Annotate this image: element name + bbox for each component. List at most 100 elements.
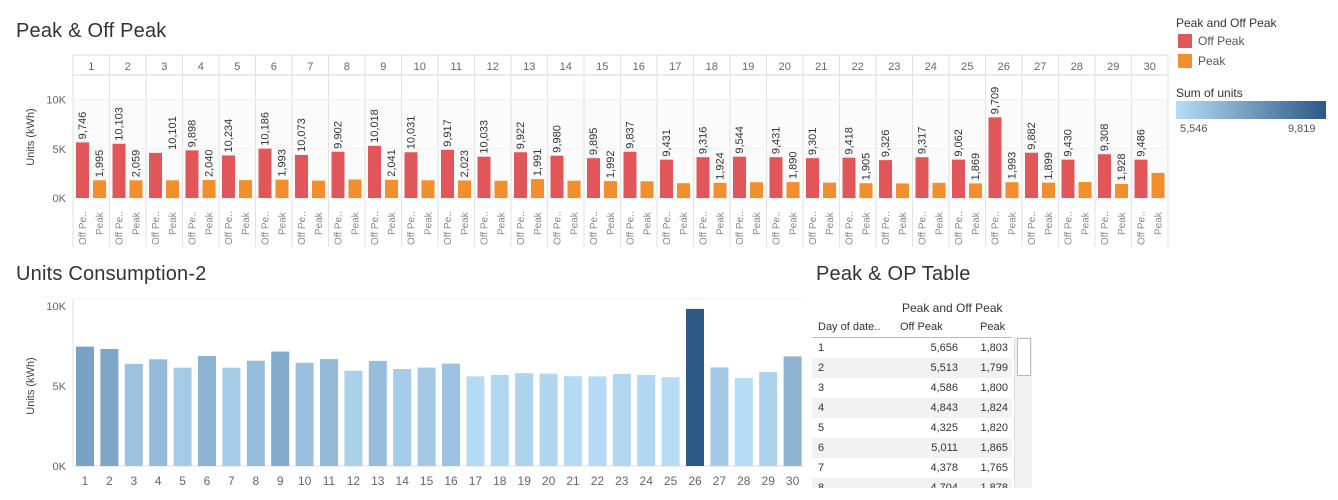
off-peak-category-label: Off Pe.. — [772, 211, 783, 245]
off-peak-bar — [112, 143, 126, 198]
off-peak-bar — [660, 159, 673, 198]
table-cell-peak: 1,800 — [980, 382, 1008, 394]
peak-category-label: Peak — [825, 211, 836, 235]
top-chart-title: Peak & Off Peak — [16, 20, 167, 42]
bottom-x-tick: 30 — [786, 474, 800, 488]
off-peak-bar — [879, 160, 892, 198]
off-peak-bar — [915, 157, 929, 198]
peak-bar — [239, 180, 252, 198]
peak-value-label: 1,905 — [861, 153, 873, 181]
table-cell-peak: 1,878 — [980, 482, 1008, 488]
units-bar — [149, 359, 168, 466]
off-peak-category-label: Off Pe.. — [516, 211, 527, 245]
table-cell-peak: 1,799 — [980, 362, 1008, 374]
bottom-x-tick: 11 — [323, 474, 336, 488]
off-peak-category-label: Off Pe.. — [443, 211, 454, 245]
gradient-min-label: 5,546 — [1180, 123, 1208, 135]
peak-value-label: 1,890 — [788, 152, 800, 180]
off-peak-bar — [587, 158, 600, 198]
peak-bar — [166, 180, 179, 198]
off-peak-category-label: Off Pe.. — [918, 211, 929, 245]
table-scrollbar[interactable] — [1014, 337, 1032, 488]
table-cell-off-peak: 5,656 — [930, 342, 958, 354]
off-peak-category-label: Off Pe.. — [553, 211, 564, 245]
peak-value-label: 1,924 — [715, 152, 727, 180]
top-day-header: 14 — [560, 61, 572, 73]
peak-value-label: 1,991 — [532, 149, 544, 177]
off-peak-category-label: Off Pe.. — [626, 211, 637, 245]
table-col-peak: Peak — [980, 321, 1006, 333]
off-peak-category-label: Off Pe.. — [407, 211, 418, 245]
legend-item-peak[interactable]: Peak — [1178, 54, 1225, 68]
peak-bar — [421, 180, 435, 198]
gradient-legend-title: Sum of units — [1176, 86, 1243, 100]
off-peak-category-label: Off Pe.. — [224, 211, 235, 245]
peak-category-label: Peak — [971, 211, 982, 235]
top-day-header: 6 — [271, 61, 277, 73]
units-bar — [344, 370, 363, 466]
off-peak-value-label: 10,033 — [479, 120, 491, 154]
bottom-x-tick: 15 — [420, 474, 434, 488]
bottom-chart-title: Units Consumption-2 — [16, 263, 207, 285]
peak-category-label: Peak — [95, 211, 106, 235]
bottom-x-tick: 22 — [591, 474, 605, 488]
table-title: Peak & OP Table — [816, 263, 971, 285]
off-peak-category-label: Off Pe.. — [991, 211, 1002, 245]
units-bar — [588, 376, 607, 466]
off-peak-bar — [295, 154, 308, 198]
table-cell-off-peak: 4,843 — [930, 402, 958, 414]
top-day-header: 5 — [234, 61, 240, 73]
bottom-x-tick: 10 — [298, 474, 312, 488]
off-peak-bar — [514, 152, 527, 198]
top-y-tick: 10K — [46, 95, 66, 107]
peak-value-label: 2,059 — [131, 150, 143, 178]
top-y-tick: 0K — [53, 193, 67, 205]
peak-category-label: Peak — [1154, 211, 1165, 235]
off-peak-bar — [550, 155, 564, 198]
peak-category-label: Peak — [460, 211, 471, 235]
peak-value-label: 1,993 — [1007, 152, 1019, 180]
off-peak-bar — [404, 152, 418, 198]
off-peak-value-label: 9,316 — [698, 127, 710, 155]
peak-category-label: Peak — [1117, 211, 1128, 235]
units-bar — [124, 363, 143, 466]
off-peak-value-label: 10,073 — [296, 118, 308, 152]
units-bar — [515, 373, 534, 466]
peak-bar — [932, 182, 946, 198]
units-bar — [76, 346, 94, 466]
bottom-x-tick: 5 — [179, 474, 186, 488]
legend-item-off-peak[interactable]: Off Peak — [1178, 34, 1244, 48]
off-peak-category-label: Off Pe.. — [115, 211, 126, 245]
top-day-header: 3 — [161, 61, 167, 73]
peak-value-label: 1,869 — [970, 153, 982, 181]
units-bar — [417, 367, 436, 466]
off-peak-value-label: 9,746 — [77, 112, 89, 140]
units-bar — [490, 374, 509, 466]
peak-category-label: Peak — [314, 211, 325, 235]
table-cell-peak: 1,803 — [980, 342, 1008, 354]
off-peak-value-label: 10,234 — [223, 119, 235, 153]
peak-value-label: 2,041 — [386, 149, 398, 177]
peak-category-label: Peak — [205, 211, 216, 235]
off-peak-category-label: Off Pe.. — [334, 211, 345, 245]
top-y-axis-label: Units (kWh) — [25, 108, 37, 165]
bottom-x-tick: 4 — [155, 474, 162, 488]
top-day-header: 19 — [742, 61, 754, 73]
bottom-x-tick: 7 — [228, 474, 235, 488]
off-peak-value-label: 10,103 — [114, 107, 126, 141]
off-peak-swatch — [1178, 34, 1192, 48]
peak-category-label: Peak — [278, 211, 289, 235]
peak-bar — [348, 179, 362, 198]
peak-value-label: 1,993 — [277, 149, 289, 177]
table-cell-day: 1 — [818, 342, 825, 354]
gradient-max-label: 9,819 — [1288, 123, 1316, 135]
off-peak-bar — [1098, 154, 1111, 198]
off-peak-category-label: Off Pe.. — [662, 211, 673, 245]
table-cell-day: 7 — [818, 462, 825, 474]
off-peak-category-label: Off Pe.. — [1027, 211, 1038, 245]
off-peak-value-label: 9,486 — [1136, 129, 1148, 157]
off-peak-bar — [769, 157, 783, 198]
table-row: 1 5,656 1,803 — [812, 338, 1012, 358]
table-scrollbar-thumb[interactable] — [1017, 338, 1031, 376]
off-peak-category-label: Off Pe.. — [78, 211, 89, 245]
